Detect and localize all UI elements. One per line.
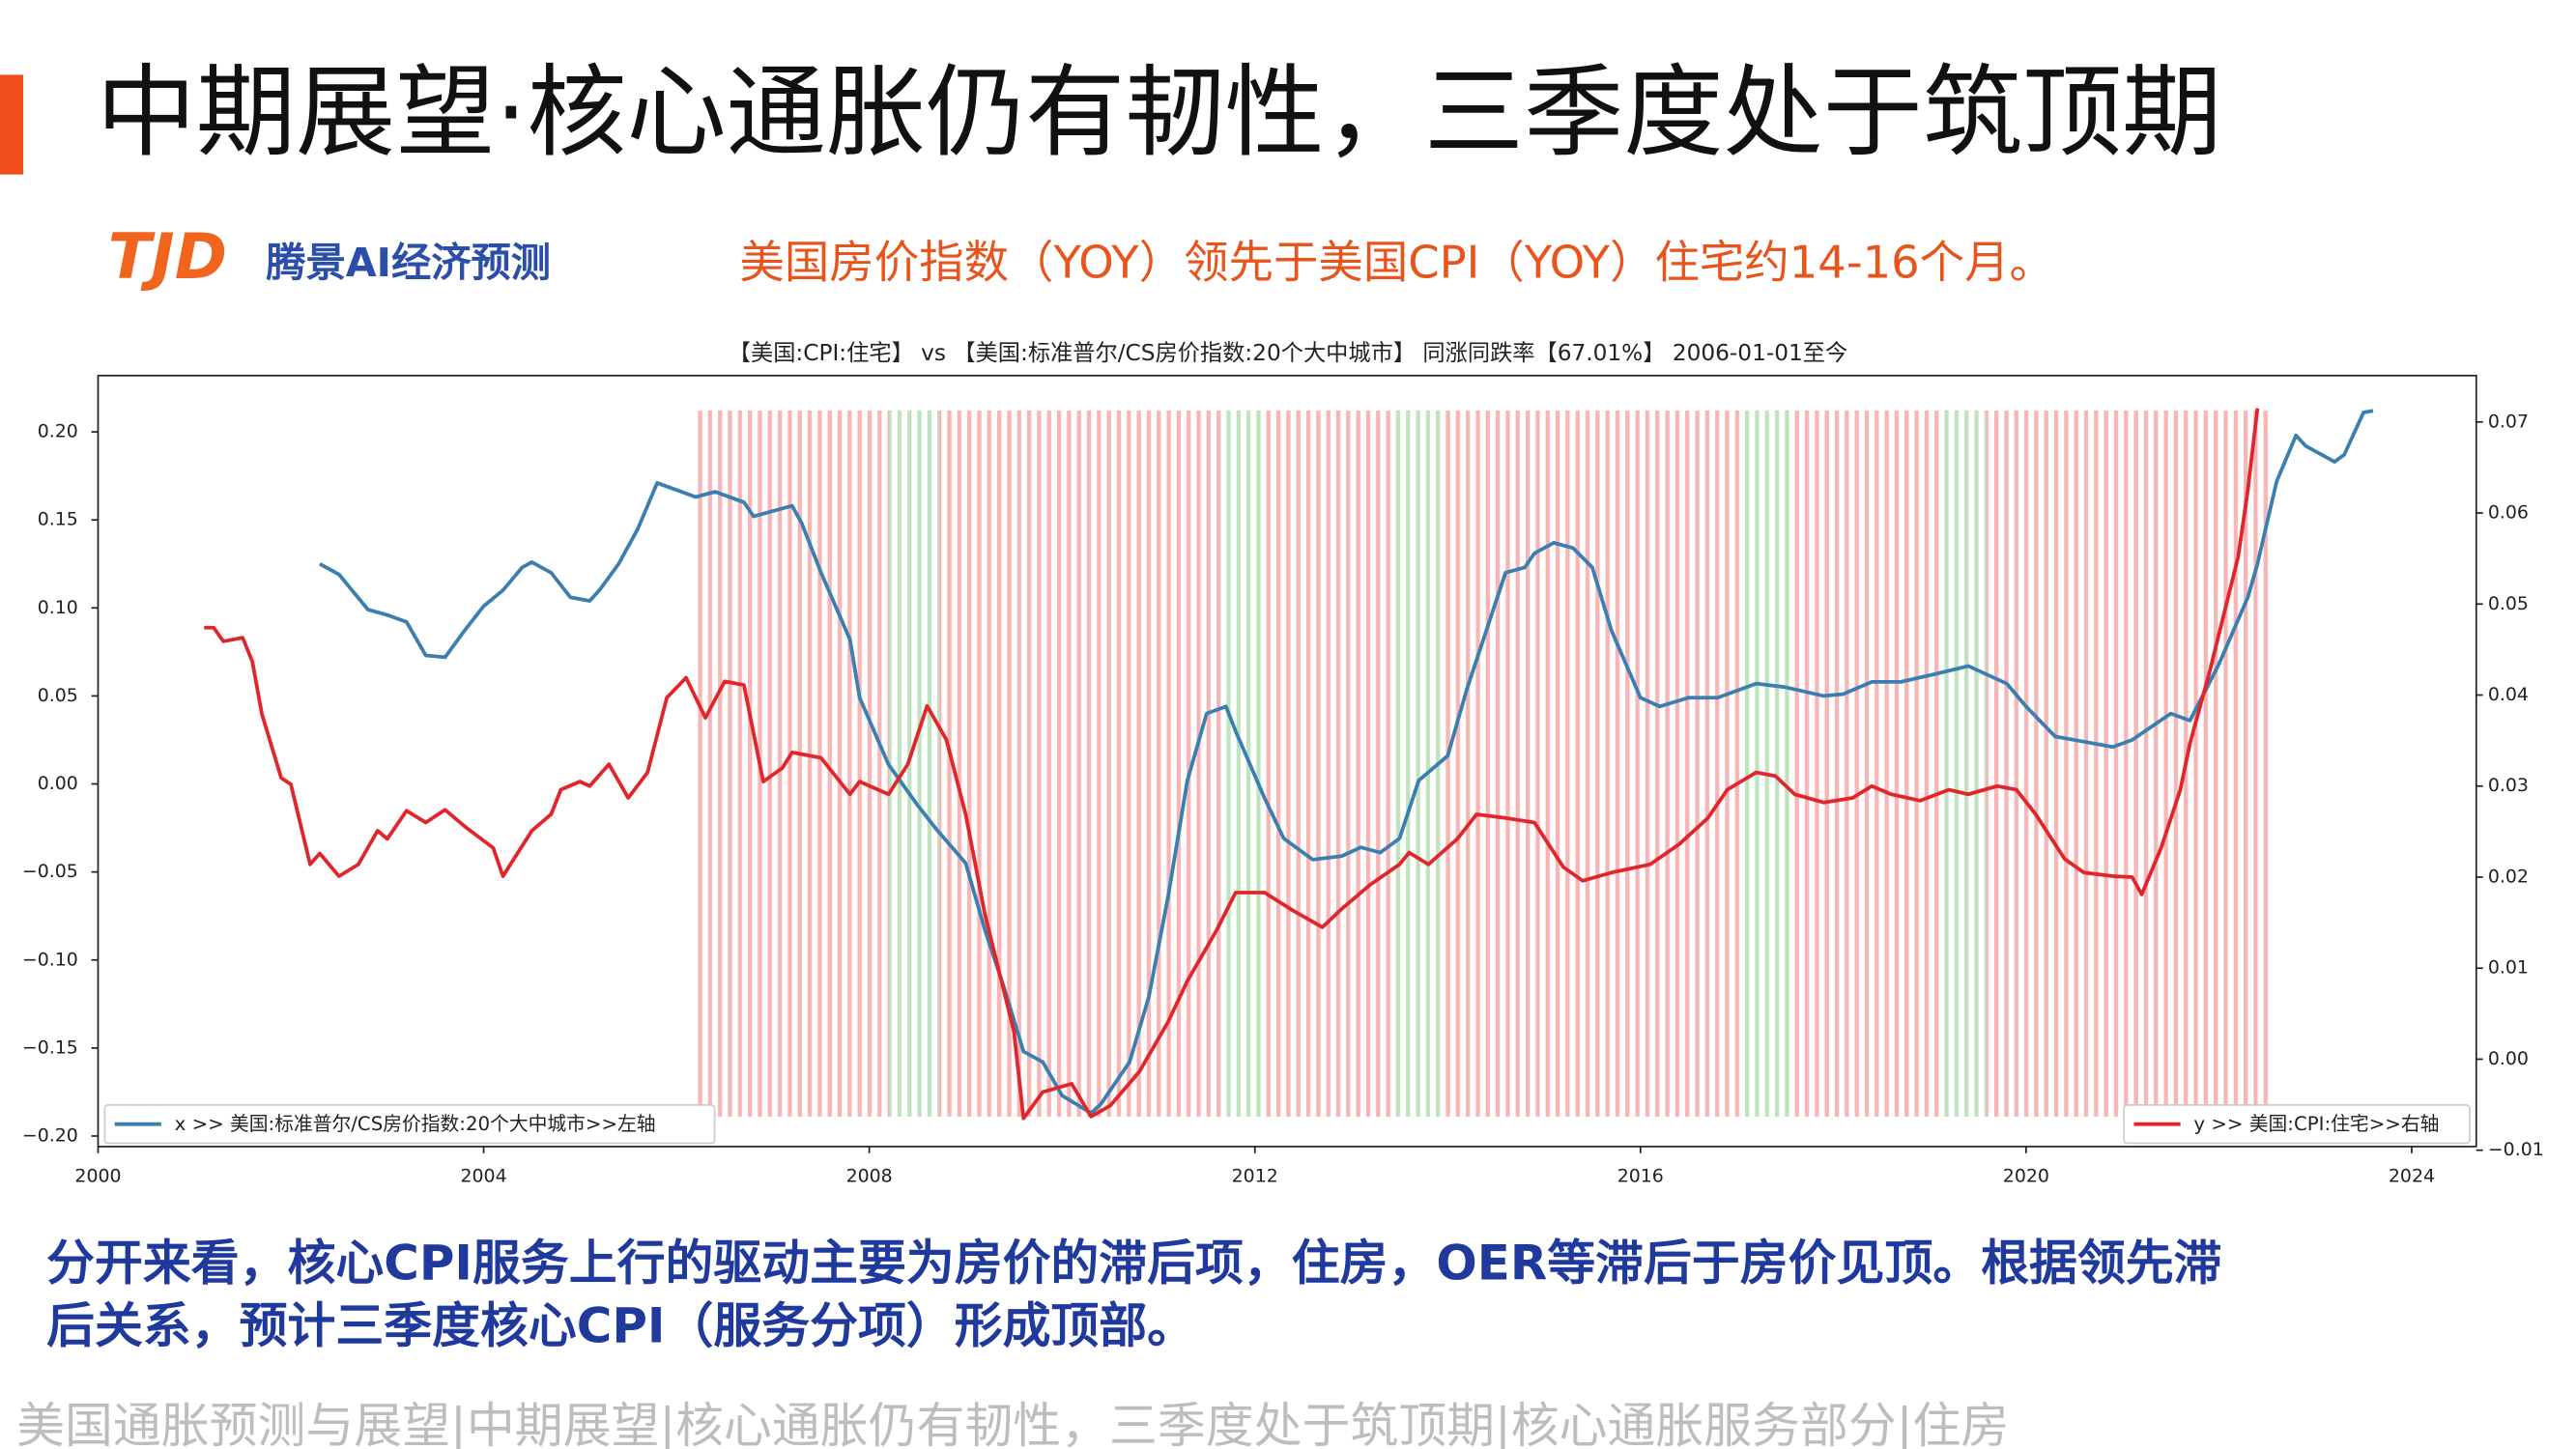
page-title: 中期展望·核心通胀仍有韧性，三季度处于筑顶期 <box>97 55 2222 171</box>
body-text: 后关系，预计三季度核心CPI（服务分项）形成顶部。 <box>46 1298 1195 1354</box>
logo-mark: TJD <box>108 220 227 294</box>
accent-bar <box>0 74 24 175</box>
x-tick-label: 2000 <box>74 1165 121 1186</box>
y2-tick-label: 0.06 <box>2488 502 2529 524</box>
series-line <box>319 409 2374 1116</box>
y-tick-label: 0.10 <box>38 597 78 618</box>
y-tick-label: 0.05 <box>38 685 78 706</box>
chart-title: 【美国:CPI:住宅】 vs 【美国:标准普尔/CS房价指数:20个大中城市】 … <box>729 340 1847 366</box>
legend-label: x >> 美国:标准普尔/CS房价指数:20个大中城市>>左轴 <box>175 1113 656 1135</box>
footer: 美国通胀预测与展望|中期展望|核心通胀仍有韧性，三季度处于筑顶期|核心通胀服务部… <box>16 1398 2009 1449</box>
series-line <box>204 408 2260 1121</box>
y2-tick-label: 0.04 <box>2488 684 2529 705</box>
legend-box <box>103 1104 716 1145</box>
y2-tick-label: 0.07 <box>2488 411 2529 432</box>
legend-box <box>2123 1104 2471 1145</box>
y-tick-label: 0.00 <box>38 773 78 794</box>
logo-name: 腾景AI经济预测 <box>266 240 551 286</box>
y-tick-label: 0.20 <box>38 421 78 442</box>
x-tick-label: 2020 <box>2003 1165 2049 1186</box>
x-tick-label: 2004 <box>460 1165 506 1186</box>
y2-tick-label: −0.01 <box>2488 1139 2544 1160</box>
stripes <box>693 410 2269 1117</box>
y2-tick-label: 0.05 <box>2488 593 2529 614</box>
y2-tick-label: 0.00 <box>2488 1048 2529 1069</box>
body-text: 分开来看，核心CPI服务上行的驱动主要为房价的滞后项，住房，OER等滞后于房价见… <box>46 1235 2221 1291</box>
x-tick-label: 2008 <box>846 1165 893 1186</box>
y-tick-label: 0.15 <box>38 509 78 530</box>
y2-tick-label: 0.03 <box>2488 775 2529 796</box>
x-tick-label: 2012 <box>1232 1165 1278 1186</box>
legend-label: y >> 美国:CPI:住宅>>右轴 <box>2193 1113 2439 1135</box>
x-tick-label: 2016 <box>1617 1165 1664 1186</box>
chart-subtitle: 美国房价指数（YOY）领先于美国CPI（YOY）住宅约14-16个月。 <box>739 237 2054 289</box>
y-tick-label: −0.15 <box>22 1037 78 1058</box>
plot-frame <box>97 374 2477 1148</box>
y2-tick-label: 0.02 <box>2488 866 2529 887</box>
y2-tick-label: 0.01 <box>2488 957 2529 979</box>
y-tick-label: −0.05 <box>22 861 78 882</box>
y-tick-label: −0.20 <box>22 1124 78 1146</box>
x-tick-label: 2024 <box>2389 1165 2435 1186</box>
plot: −0.20 −0.15 −0.10 −0.05 0.00 0.05 0.10 0.15 0.20… <box>22 408 2544 1186</box>
y-tick-label: −0.10 <box>22 949 78 970</box>
